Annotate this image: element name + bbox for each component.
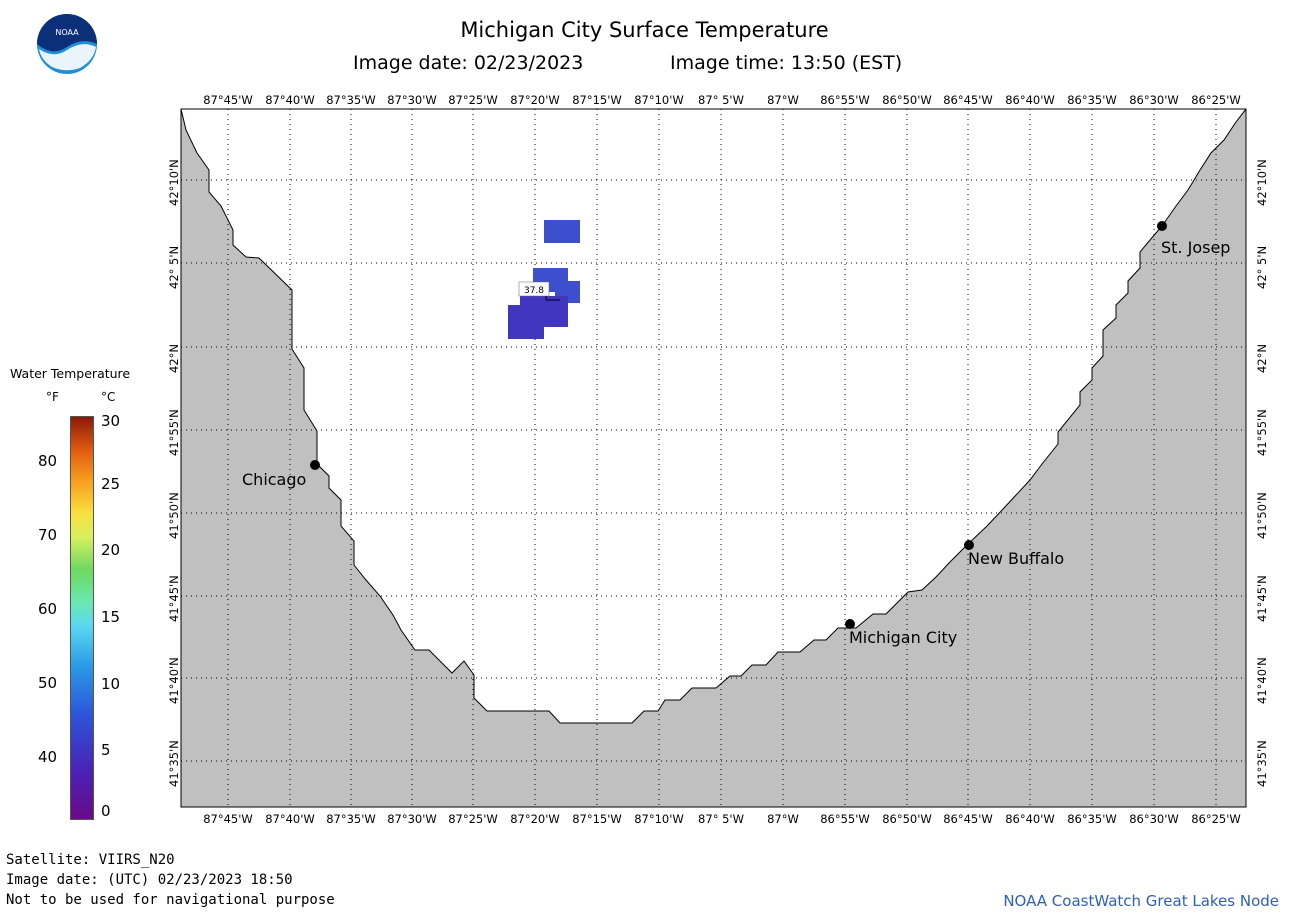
probe-box <box>518 281 550 297</box>
latitude-label-left: 41°40'N <box>167 657 181 704</box>
noaa-logo: NOAA <box>37 14 97 74</box>
image-time: Image time: 13:50 (EST) <box>670 52 903 74</box>
latitude-label-left: 41°50'N <box>167 492 181 539</box>
sst-pixel <box>544 220 580 243</box>
latitude-label-right: 41°40'N <box>1255 657 1269 704</box>
longitude-label-top: 86°45'W <box>943 93 993 107</box>
image-date: Image date: 02/23/2023 <box>353 52 584 74</box>
city-marker-st-joseph <box>1157 221 1167 231</box>
city-marker-chicago <box>310 460 320 470</box>
legend-tick-c: 30 <box>101 412 121 430</box>
credit: NOAA CoastWatch Great Lakes Node <box>1003 892 1279 910</box>
longitude-label-bottom: 86°45'W <box>943 812 993 826</box>
longitude-label-bottom: 86°30'W <box>1129 812 1179 826</box>
longitude-label-bottom: 87°40'W <box>265 812 315 826</box>
sst-pixel <box>508 305 544 339</box>
longitude-label-top: 86°30'W <box>1129 93 1179 107</box>
legend-tick-f: 40 <box>38 748 58 766</box>
latitude-label-right: 41°50'N <box>1255 492 1269 539</box>
latitude-label-left: 41°45'N <box>167 575 181 622</box>
longitude-label-bottom: 87°25'W <box>448 812 498 826</box>
probe-value: 37.8 <box>524 286 544 296</box>
legend-unit-c: °C <box>101 390 116 404</box>
disclaimer: Not to be used for navigational purpose <box>6 892 335 908</box>
longitude-label-bottom: 87°45'W <box>203 812 253 826</box>
city-label-new-buffalo: New Buffalo <box>968 549 1065 568</box>
page-title: Michigan City Surface Temperature <box>460 18 829 42</box>
longitude-label-bottom: 87°W <box>767 812 799 826</box>
longitude-label-bottom: 86°50'W <box>882 812 932 826</box>
map-frame <box>180 108 1247 808</box>
latitude-label-left: 42°N <box>167 344 181 373</box>
longitude-label-top: 87°10'W <box>634 93 684 107</box>
latitude-label-left: 41°55'N <box>167 409 181 456</box>
longitude-label-bottom: 87°35'W <box>326 812 376 826</box>
legend-tick-c: 5 <box>101 741 111 759</box>
legend-tick-c: 20 <box>101 541 121 559</box>
longitude-label-top: 87°25'W <box>448 93 498 107</box>
longitude-label-bottom: 87°20'W <box>510 812 560 826</box>
city-label-chicago: Chicago <box>242 470 307 489</box>
legend-tick-f: 60 <box>38 600 58 618</box>
west-south-land <box>181 109 1246 807</box>
latitude-label-right: 41°35'N <box>1255 740 1269 787</box>
latitude-label-left: 41°35'N <box>167 740 181 787</box>
svg-text:NOAA: NOAA <box>55 28 79 37</box>
satellite-name: Satellite: VIIRS_N20 <box>6 852 175 868</box>
longitude-label-top: 87°30'W <box>387 93 437 107</box>
longitude-label-top: 87°45'W <box>203 93 253 107</box>
longitude-label-top: 86°55'W <box>820 93 870 107</box>
longitude-label-top: 87° 5'W <box>698 93 744 107</box>
longitude-label-bottom: 86°40'W <box>1005 812 1055 826</box>
longitude-label-top: 86°25'W <box>1191 93 1241 107</box>
legend-tick-c: 0 <box>101 802 111 820</box>
city-label-michigan-city: Michigan City <box>849 628 958 647</box>
latitude-label-right: 42°N <box>1255 344 1269 373</box>
legend-tick-c: 25 <box>101 475 121 493</box>
longitude-label-bottom: 87° 5'W <box>698 812 744 826</box>
longitude-label-bottom: 86°35'W <box>1067 812 1117 826</box>
longitude-label-top: 87°35'W <box>326 93 376 107</box>
latitude-label-left: 42° 5'N <box>167 245 181 289</box>
sst-pixels <box>508 220 580 339</box>
longitude-label-top: 87°20'W <box>510 93 560 107</box>
city-marker-michigan-city <box>845 619 855 629</box>
legend-tick-f: 70 <box>38 526 58 544</box>
legend-title: Water Temperature <box>10 366 131 381</box>
city-label-st-joseph: St. Josep <box>1161 238 1231 257</box>
longitude-label-top: 87°W <box>767 93 799 107</box>
longitude-label-bottom: 87°10'W <box>634 812 684 826</box>
latitude-label-right: 42° 5'N <box>1255 245 1269 289</box>
longitude-label-bottom: 87°15'W <box>572 812 622 826</box>
legend-unit-f: °F <box>46 390 59 404</box>
legend-color-bar <box>70 416 94 820</box>
city-marker-new-buffalo <box>964 540 974 550</box>
utc-date: Image date: (UTC) 02/23/2023 18:50 <box>6 872 293 888</box>
latitude-label-right: 41°55'N <box>1255 409 1269 456</box>
longitude-label-top: 86°40'W <box>1005 93 1055 107</box>
longitude-label-bottom: 87°30'W <box>387 812 437 826</box>
longitude-label-bottom: 86°25'W <box>1191 812 1241 826</box>
legend-tick-c: 15 <box>101 608 121 626</box>
longitude-label-top: 87°40'W <box>265 93 315 107</box>
longitude-label-top: 86°35'W <box>1067 93 1117 107</box>
latitude-label-left: 42°10'N <box>167 159 181 206</box>
longitude-label-top: 87°15'W <box>572 93 622 107</box>
latitude-label-right: 41°45'N <box>1255 575 1269 622</box>
legend-tick-c: 10 <box>101 675 121 693</box>
legend-tick-f: 80 <box>38 452 58 470</box>
legend-tick-f: 50 <box>38 674 58 692</box>
latitude-label-right: 42°10'N <box>1255 159 1269 206</box>
longitude-label-top: 86°50'W <box>882 93 932 107</box>
longitude-label-bottom: 86°55'W <box>820 812 870 826</box>
